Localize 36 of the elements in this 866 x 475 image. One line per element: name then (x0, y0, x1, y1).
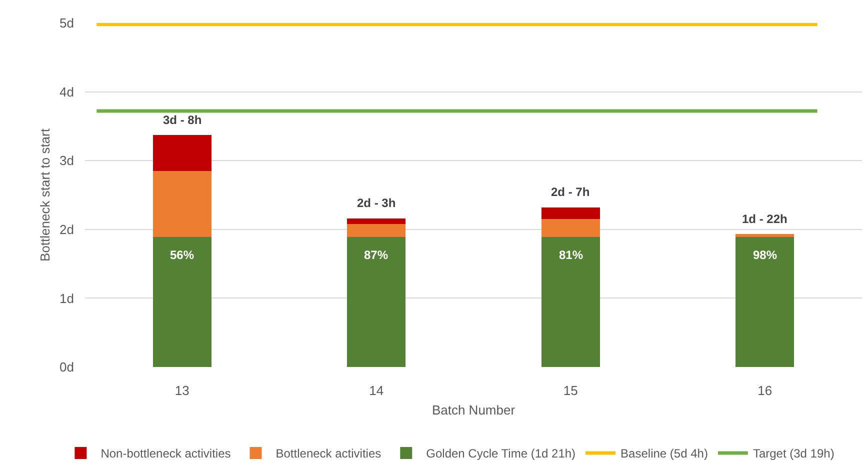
legend-label: Golden Cycle Time (1d 21h) (426, 446, 576, 461)
bar (152, 170, 212, 237)
x-tick-label: 13 (174, 383, 190, 398)
bar (347, 224, 406, 237)
x-axis-title: Batch Number (432, 402, 516, 418)
bar (152, 236, 212, 367)
x-tick-label: 16 (758, 383, 772, 398)
legend-label: Baseline (5d 4h) (620, 446, 708, 461)
x-tick-label: 15 (563, 383, 578, 398)
annotation: 87% (364, 248, 388, 262)
y-tick-label: 3d (60, 153, 74, 168)
bar (736, 236, 794, 367)
y-tick-label: 4d (60, 84, 74, 100)
legend-label: Non-bottleneck activities (100, 446, 231, 461)
y-tick-label: 0d (60, 360, 74, 375)
y-axis-title: Bottleneck start to start (37, 128, 52, 262)
y-tick-label: 5d (60, 16, 74, 31)
bar (541, 219, 600, 237)
total-label: 2d - 7h (551, 185, 590, 199)
y-tick-label: 1d (60, 290, 74, 306)
bar (347, 236, 406, 367)
total-label: 2d - 3h (357, 196, 396, 210)
legend-label: Target (3d 19h) (752, 446, 834, 461)
annotation: 98% (753, 248, 778, 262)
total-label: 1d - 22h (742, 212, 788, 226)
bar (736, 234, 794, 237)
x-tick-label: 14 (369, 383, 384, 398)
annotation: 81% (559, 248, 584, 262)
annotation: 56% (170, 248, 194, 262)
bar (541, 236, 600, 367)
bar (541, 207, 600, 220)
bar (152, 135, 212, 171)
bar (347, 218, 406, 224)
y-tick-label: 2d (60, 222, 74, 237)
total-label: 3d - 8h (163, 113, 202, 127)
legend-label: Bottleneck activities (276, 446, 382, 461)
